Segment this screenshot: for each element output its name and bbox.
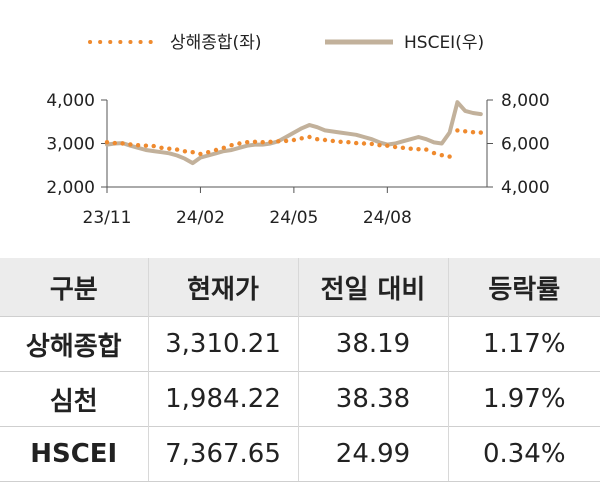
series-point-shanghai <box>463 129 468 134</box>
row-name: 심천 <box>0 371 148 427</box>
table-row: 심천 1,984.22 38.38 1.97% <box>0 371 600 427</box>
series-point-shanghai <box>237 141 242 146</box>
chart-svg: 상해종합(좌) HSCEI(우) 4,000 3,000 2,000 8,000 6,0… <box>46 33 549 228</box>
series-point-shanghai <box>283 138 289 144</box>
header-change-rate: 등락률 <box>447 258 600 317</box>
index-chart: 상해종합(좌) HSCEI(우) 4,000 3,000 2,000 8,000 6,0… <box>46 33 549 228</box>
series-point-shanghai <box>369 141 374 147</box>
index-summary-table: 구분 현재가 전일 대비 등락률 상해종합 3,310.21 38.19 1.1… <box>0 258 600 482</box>
series-point-shanghai <box>174 147 180 152</box>
series-point-shanghai <box>322 137 328 143</box>
series-point-shanghai <box>361 141 367 146</box>
row-name: 상해종합 <box>0 316 148 372</box>
row-change-rate: 1.17% <box>447 316 600 372</box>
chart-axes: 4,000 3,000 2,000 8,000 6,000 4,000 23/11 24/02… <box>46 91 549 228</box>
series-point-shanghai <box>143 143 149 148</box>
series-point-shanghai <box>182 149 188 154</box>
table-row: HSCEI 7,367.65 24.99 0.34% <box>0 426 600 482</box>
series-point-shanghai <box>198 151 203 157</box>
header-category: 구분 <box>0 258 148 317</box>
series-point-shanghai <box>431 150 437 156</box>
row-change-rate: 0.34% <box>447 426 600 482</box>
chart-legend: 상해종합(좌) HSCEI(우) <box>88 33 484 53</box>
y-left-tick-label: 2,000 <box>46 178 95 198</box>
y-right-tick-label: 6,000 <box>501 135 550 155</box>
row-current-price: 1,984.22 <box>147 371 298 427</box>
series-point-shanghai <box>260 140 265 145</box>
header-change: 전일 대비 <box>297 258 448 317</box>
table-header-row: 구분 현재가 전일 대비 등락률 <box>0 258 600 317</box>
y-right-tick-label: 8,000 <box>501 91 550 111</box>
series-point-shanghai <box>213 147 219 153</box>
series-point-shanghai <box>447 154 452 159</box>
row-current-price: 3,310.21 <box>147 316 298 372</box>
series-point-shanghai <box>385 143 390 148</box>
series-point-shanghai <box>120 141 125 146</box>
series-point-shanghai <box>229 143 234 148</box>
series-point-shanghai <box>377 143 382 148</box>
series-point-shanghai <box>392 144 398 150</box>
series-point-shanghai <box>478 130 483 135</box>
x-tick-label: 24/02 <box>176 208 225 228</box>
y-left-tick-label: 3,000 <box>46 135 95 155</box>
series-point-shanghai <box>291 137 297 143</box>
row-change: 24.99 <box>297 426 448 482</box>
series-point-shanghai <box>206 150 211 155</box>
x-tick-label: 24/08 <box>363 208 412 228</box>
x-tick-label: 24/05 <box>269 208 318 228</box>
series-point-shanghai <box>470 130 476 135</box>
series-point-shanghai <box>104 140 110 145</box>
series-point-shanghai <box>135 143 141 148</box>
series-point-shanghai <box>167 146 172 151</box>
series-point-shanghai <box>128 142 133 147</box>
chart-series <box>104 100 483 166</box>
series-point-shanghai <box>315 137 320 142</box>
y-left-tick-label: 4,000 <box>46 91 95 111</box>
series-point-shanghai <box>400 145 406 150</box>
series-point-shanghai <box>112 140 118 146</box>
row-change-rate: 1.97% <box>447 371 600 427</box>
series-point-shanghai <box>245 140 250 145</box>
series-point-shanghai <box>190 150 195 155</box>
legend-shanghai-label: 상해종합(좌) <box>170 33 261 53</box>
series-point-shanghai <box>276 139 281 144</box>
row-change: 38.38 <box>297 371 448 427</box>
series-point-shanghai <box>424 147 429 152</box>
table-row: 상해종합 3,310.21 38.19 1.17% <box>0 316 600 372</box>
series-point-shanghai <box>455 128 460 133</box>
series-point-shanghai <box>299 136 304 141</box>
header-current-price: 현재가 <box>147 258 298 317</box>
series-line-hscei <box>105 100 483 166</box>
series-point-shanghai <box>151 143 156 149</box>
legend-hscei-label: HSCEI(우) <box>404 33 484 53</box>
series-point-shanghai <box>252 139 258 144</box>
series-point-shanghai <box>221 145 226 150</box>
series-point-shanghai <box>416 147 421 152</box>
series-point-shanghai <box>346 140 351 145</box>
y-right-tick-label: 4,000 <box>501 178 550 198</box>
series-point-shanghai <box>439 153 444 158</box>
series-point-shanghai <box>408 146 413 151</box>
series-point-shanghai <box>338 139 343 144</box>
series-point-shanghai <box>159 145 164 150</box>
row-name: HSCEI <box>0 426 148 482</box>
series-point-shanghai <box>330 138 335 144</box>
row-current-price: 7,367.65 <box>147 426 298 482</box>
series-point-shanghai <box>354 140 359 146</box>
row-change: 38.19 <box>297 316 448 372</box>
series-point-shanghai <box>307 134 312 140</box>
series-point-shanghai <box>268 139 273 144</box>
x-tick-label: 23/11 <box>83 208 132 228</box>
